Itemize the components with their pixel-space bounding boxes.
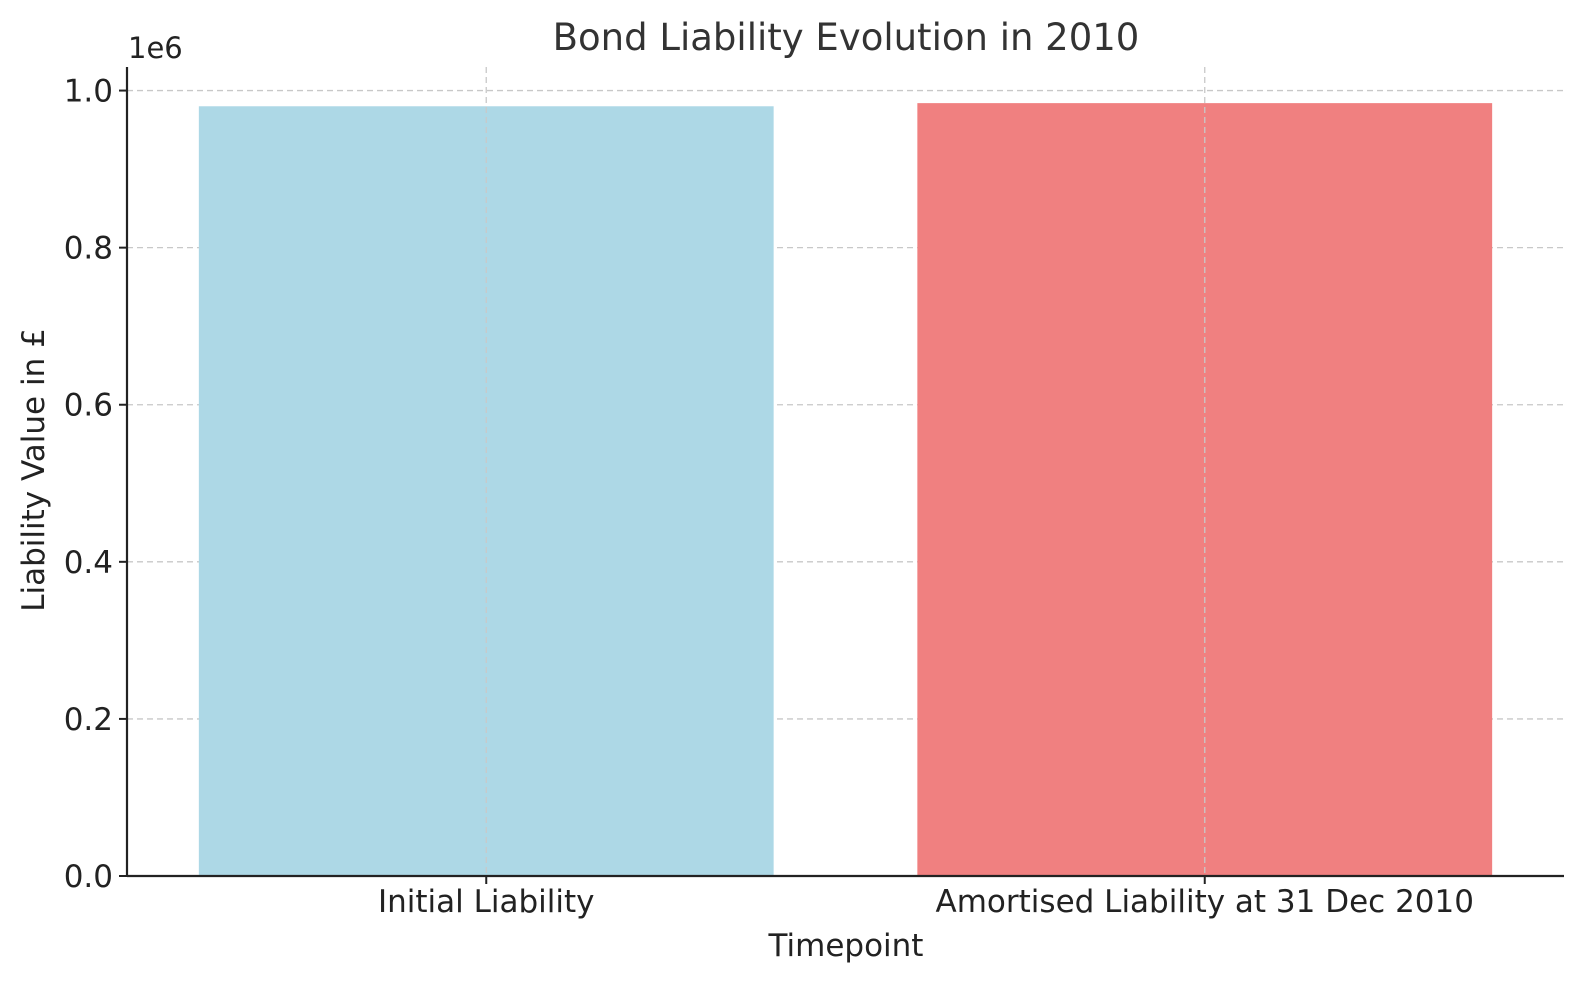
- y-axis-label: Liability Value in £: [16, 328, 52, 612]
- axis-layer: 0.0 0.2 0.4 0.6 0.8 1.0 Initial Liability Amort…: [64, 67, 1564, 920]
- chart-title: Bond Liability Evolution in 2010: [553, 16, 1140, 59]
- y-tick-label: 1.0: [64, 74, 113, 110]
- bar-layer: [198, 103, 1493, 876]
- y-tick-label: 0.6: [64, 388, 113, 424]
- x-axis-label: Timepoint: [768, 928, 924, 964]
- y-axis-offset-label: 1e6: [128, 31, 183, 65]
- y-tick-label: 0.4: [64, 545, 113, 581]
- x-tick-label: Initial Liability: [378, 884, 595, 920]
- y-tick-label: 0.0: [64, 859, 113, 895]
- x-tick-label: Amortised Liability at 31 Dec 2010: [936, 884, 1474, 920]
- y-tick-label: 0.8: [64, 231, 113, 267]
- y-tick-label: 0.2: [64, 702, 113, 738]
- label-layer: Bond Liability Evolution in 2010 Timepoi…: [16, 16, 1139, 964]
